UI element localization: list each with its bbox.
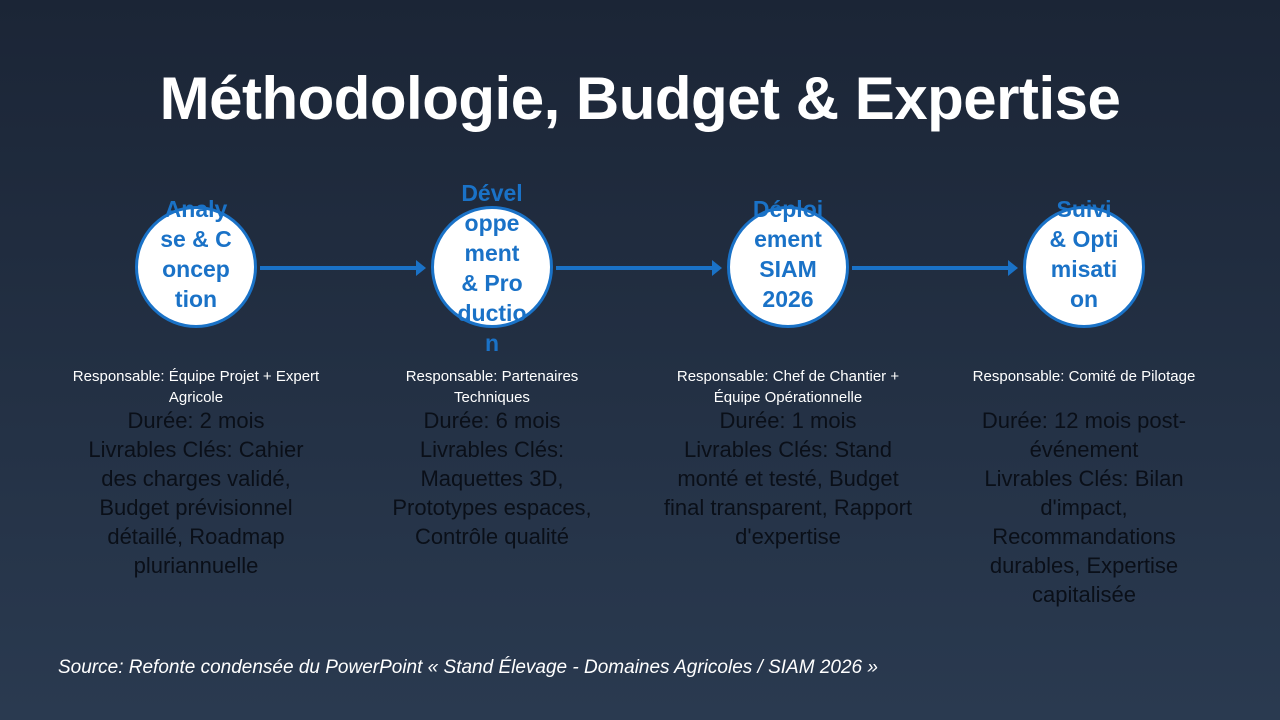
step-circle-deploiement — [727, 206, 849, 328]
connector-arrow-1 — [260, 260, 426, 276]
step-duration-analyse: Durée: 2 mois — [127, 408, 265, 433]
step-duration-deploiement: Durée: 1 mois — [719, 408, 857, 433]
step-deliverables-suivi: Livrables Clés: Bilan d'impact, Recomman… — [984, 466, 1184, 607]
step-circle-suivi — [1023, 206, 1145, 328]
step-owner-developpement: Responsable: Partenaires Techniques — [405, 368, 579, 406]
step-owner-deploiement: Responsable: Chef de Chantier + Équipe O… — [676, 368, 900, 406]
step-details-deploiement: Durée: 1 mois Livrables Clés: Stand mont… — [663, 406, 913, 551]
step-name-developpement: Développement & Production — [457, 180, 527, 356]
slide-title: Méthodologie, Budget & Expertise — [159, 65, 1121, 132]
connector-arrow-2 — [556, 260, 722, 276]
source-note: Source: Refonte condensée du PowerPoint … — [58, 657, 878, 678]
step-details-developpement: Durée: 6 mois Livrables Clés: Maquettes … — [367, 406, 617, 551]
step-deliverables-developpement: Livrables Clés: Maquettes 3D, Prototypes… — [392, 437, 592, 549]
step-details-analyse: Durée: 2 mois Livrables Clés: Cahier des… — [71, 406, 321, 580]
step-owner-suivi: Responsable: Comité de Pilotage — [972, 368, 1196, 385]
step-duration-suivi: Durée: 12 mois post-événement — [981, 408, 1187, 462]
step-owner-analyse: Responsable: Équipe Projet + Expert Agri… — [72, 368, 320, 406]
step-name-suivi: Suivi & Optimisation — [1049, 196, 1119, 312]
connector-arrow-3 — [852, 260, 1018, 276]
step-name-analyse: Analyse & Conception — [160, 196, 232, 312]
step-duration-developpement: Durée: 6 mois — [423, 408, 561, 433]
step-circle-analyse — [135, 206, 257, 328]
step-details-suivi: Durée: 12 mois post-événement Livrables … — [959, 406, 1209, 609]
step-name-deploiement: Déploiement SIAM 2026 — [752, 196, 824, 312]
step-deliverables-deploiement: Livrables Clés: Stand monté et testé, Bu… — [663, 437, 913, 549]
step-circle-developpement — [431, 206, 553, 328]
step-deliverables-analyse: Livrables Clés: Cahier des charges valid… — [88, 437, 304, 578]
